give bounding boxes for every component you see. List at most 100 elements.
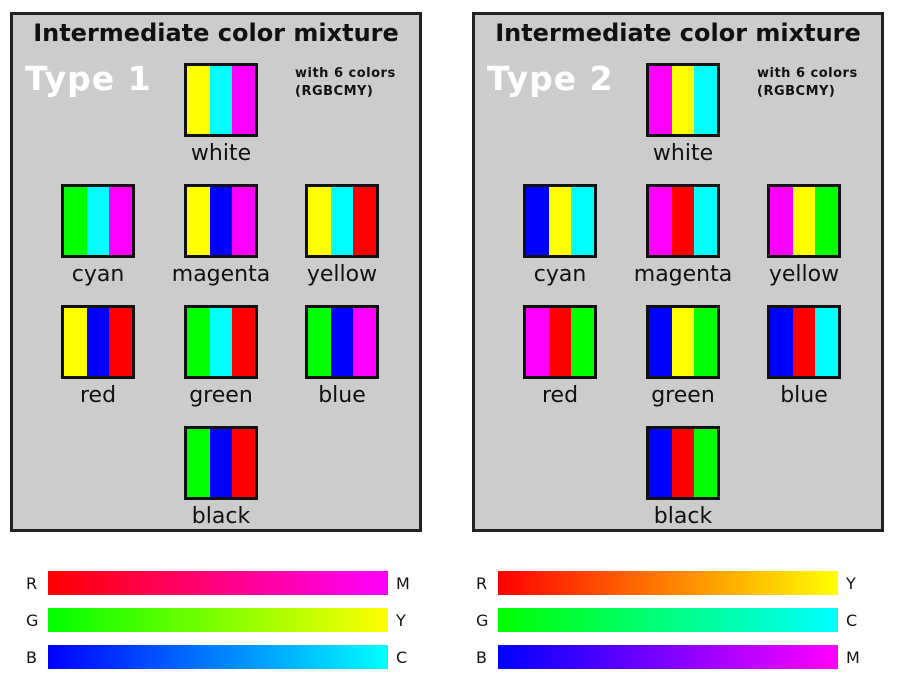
gradient-bar <box>498 645 838 669</box>
stripe-1 <box>187 66 210 134</box>
stripe-3 <box>571 187 595 255</box>
note-line-2: (RGBCMY) <box>757 84 836 99</box>
stripe-2 <box>209 308 233 376</box>
type-label: Type 2 <box>487 59 614 98</box>
gradient-start-label: R <box>476 574 488 593</box>
caption-red: red <box>79 383 117 408</box>
stripe-2 <box>671 308 695 376</box>
swatch-white <box>184 63 258 137</box>
stripe-2 <box>671 187 695 255</box>
caption-cyan: cyan <box>533 262 587 287</box>
caption-green: green <box>189 383 253 408</box>
swatch-black <box>646 426 720 500</box>
swatch-blue <box>305 305 379 379</box>
stripe-2 <box>671 429 695 497</box>
stripe-2 <box>209 66 233 134</box>
caption-white: white <box>652 141 714 166</box>
stripe-3 <box>571 308 595 376</box>
stripe-2 <box>86 187 110 255</box>
stripe-3 <box>232 308 256 376</box>
swatch-magenta <box>646 184 720 258</box>
gradient-bar <box>498 608 838 632</box>
stripe-2 <box>671 66 695 134</box>
gradient-end-label: Y <box>846 574 856 593</box>
stripe-2 <box>330 187 354 255</box>
caption-yellow: yellow <box>768 262 840 287</box>
swatch-green <box>184 305 258 379</box>
panel-title: Intermediate color mixture <box>495 19 861 47</box>
gradient-end-label: C <box>396 648 408 667</box>
caption-red: red <box>541 383 579 408</box>
stripe-1 <box>308 308 331 376</box>
stripe-1 <box>526 187 549 255</box>
stripe-3 <box>109 308 133 376</box>
stripe-1 <box>187 429 210 497</box>
stripe-3 <box>815 308 839 376</box>
stripe-2 <box>548 308 572 376</box>
stripe-3 <box>232 66 256 134</box>
stripe-2 <box>209 187 233 255</box>
gradient-end-label: M <box>846 648 860 667</box>
stripe-1 <box>770 308 793 376</box>
stripe-3 <box>232 429 256 497</box>
stripe-3 <box>815 187 839 255</box>
note-line-1: with 6 colors <box>295 66 396 81</box>
note: with 6 colors (RGBCMY) <box>757 65 877 101</box>
swatch-blue <box>767 305 841 379</box>
stripe-1 <box>649 187 672 255</box>
swatch-magenta <box>184 184 258 258</box>
gradient-bar <box>48 608 388 632</box>
note-line-2: (RGBCMY) <box>295 84 374 99</box>
stripe-1 <box>649 66 672 134</box>
stripe-2 <box>792 187 816 255</box>
gradient-end-label: M <box>396 574 410 593</box>
swatch-green <box>646 305 720 379</box>
swatch-black <box>184 426 258 500</box>
gradient-end-label: C <box>846 611 858 630</box>
stripe-2 <box>209 429 233 497</box>
swatch-yellow <box>305 184 379 258</box>
stripe-3 <box>353 187 377 255</box>
stripe-3 <box>694 308 718 376</box>
gradient-start-label: B <box>26 648 37 667</box>
caption-yellow: yellow <box>306 262 378 287</box>
stripe-1 <box>770 187 793 255</box>
stripe-1 <box>649 429 672 497</box>
stripe-2 <box>792 308 816 376</box>
stripe-1 <box>64 308 87 376</box>
stripe-3 <box>694 429 718 497</box>
caption-magenta: magenta <box>171 262 271 287</box>
panel-title: Intermediate color mixture <box>33 19 399 47</box>
caption-black: black <box>653 504 713 529</box>
gradient-bar <box>48 645 388 669</box>
gradient-start-label: R <box>26 574 38 593</box>
swatch-red <box>61 305 135 379</box>
stripe-2 <box>330 308 354 376</box>
caption-green: green <box>651 383 715 408</box>
caption-cyan: cyan <box>71 262 125 287</box>
stripe-3 <box>109 187 133 255</box>
caption-blue: blue <box>318 383 366 408</box>
stripe-1 <box>649 308 672 376</box>
swatch-cyan <box>523 184 597 258</box>
stripe-3 <box>694 66 718 134</box>
swatch-white <box>646 63 720 137</box>
stripe-2 <box>86 308 110 376</box>
gradient-bar <box>498 571 838 595</box>
caption-blue: blue <box>780 383 828 408</box>
caption-magenta: magenta <box>633 262 733 287</box>
gradient-bar <box>48 571 388 595</box>
stripe-3 <box>694 187 718 255</box>
stripe-3 <box>353 308 377 376</box>
gradient-start-label: G <box>476 611 489 630</box>
stripe-1 <box>187 308 210 376</box>
caption-black: black <box>191 504 251 529</box>
note-line-1: with 6 colors <box>757 66 858 81</box>
caption-white: white <box>190 141 252 166</box>
swatch-cyan <box>61 184 135 258</box>
swatch-yellow <box>767 184 841 258</box>
stripe-1 <box>187 187 210 255</box>
swatch-red <box>523 305 597 379</box>
stripe-1 <box>308 187 331 255</box>
gradient-start-label: B <box>476 648 487 667</box>
